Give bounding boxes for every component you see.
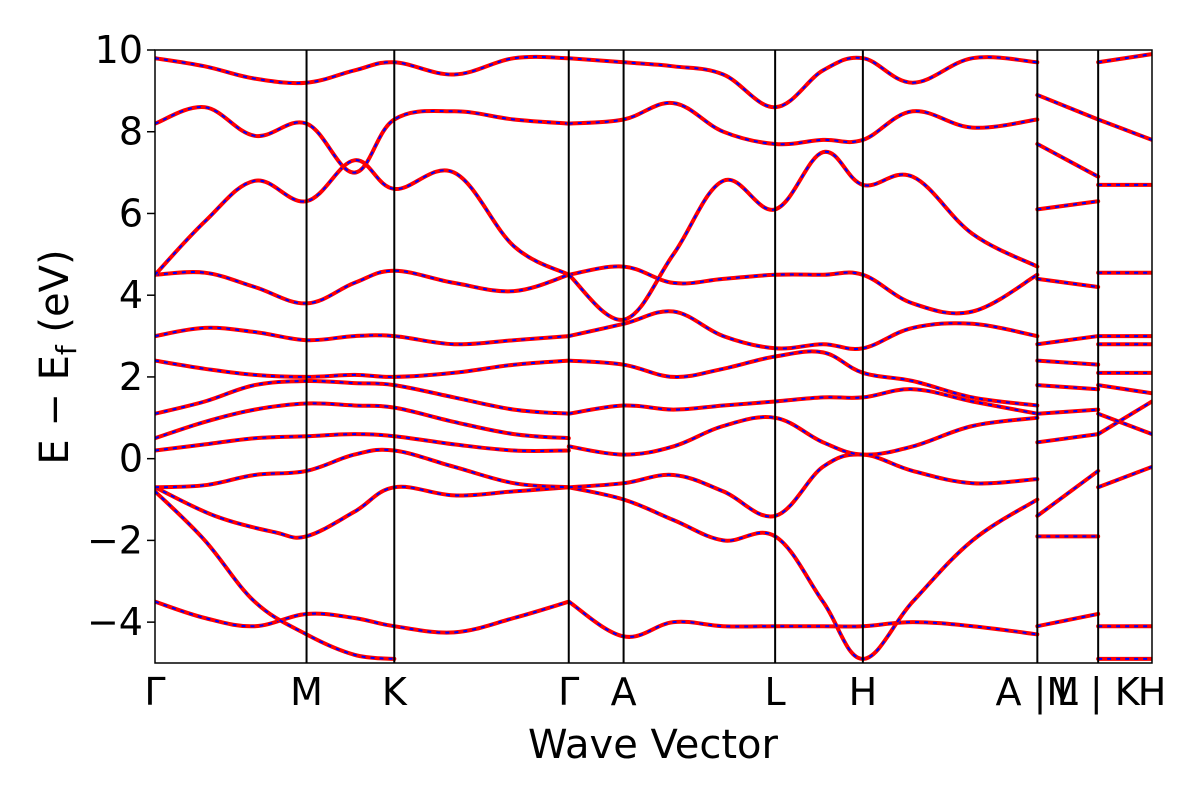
y-axis-label-main: E − E	[32, 355, 78, 465]
y-tick-label-6: 8	[119, 110, 143, 154]
band-line-5	[155, 401, 571, 441]
band-line-overlay-16	[568, 416, 1038, 456]
band-line-9	[155, 268, 571, 306]
y-ticks: −4 −2 0 2 4 6 8 10	[87, 28, 155, 644]
band-line-overlay-26	[1037, 612, 1099, 628]
band-line-overlay-31	[1037, 335, 1099, 346]
band-line-overlay-2	[155, 485, 569, 539]
band-line-1	[155, 489, 397, 661]
band-line-13	[566, 599, 1040, 639]
band-line-0	[155, 599, 571, 635]
band-line-overlay-27	[1037, 433, 1099, 444]
band-line-overlay-28	[1037, 408, 1099, 415]
y-axis-label-unit: (eV)	[32, 249, 78, 345]
band-line-overlay-18	[568, 350, 1038, 407]
band-line-overlay-6	[155, 379, 569, 415]
band-line-overlay-19	[568, 310, 1038, 350]
kpoint-lines	[305, 50, 1100, 663]
x-tick-label-5: L	[765, 670, 786, 714]
band-line-overlay-30	[1037, 359, 1099, 366]
band-line-overlay-33	[1037, 200, 1099, 211]
x-tick-label-0: Γ	[144, 670, 165, 714]
band-line-overlay-1	[155, 490, 395, 660]
band-line-4	[155, 432, 571, 453]
band-line-overlay-10	[155, 159, 570, 276]
band-line-overlay-24	[1036, 470, 1099, 517]
band-line-overlay-14	[568, 486, 1038, 660]
band-line-overlay-32	[1037, 277, 1099, 289]
band-line-overlay-8	[155, 326, 569, 346]
x-tick-label-2: K	[382, 670, 408, 714]
band-line-overlay-12	[155, 55, 569, 85]
band-line-overlay-9	[155, 269, 570, 305]
x-tick-label-9: H	[1138, 670, 1167, 714]
band-line-overlay-21	[568, 151, 1038, 321]
band-line-overlay-39	[1097, 400, 1152, 436]
y-tick-label-5: 6	[119, 191, 143, 235]
band-line-16	[566, 415, 1040, 457]
y-tick-label-4: 4	[119, 273, 143, 317]
band-line-2	[155, 484, 571, 540]
band-line-14	[566, 485, 1040, 661]
band-line-overlay-20	[568, 265, 1038, 315]
band-line-overlay-17	[568, 388, 1038, 415]
band-line-overlay-13	[568, 600, 1038, 638]
band-line-overlay-40	[1097, 412, 1152, 436]
band-line-22	[566, 101, 1040, 147]
band-line-overlay-23	[568, 56, 1038, 109]
band-line-overlay-7	[155, 359, 569, 378]
x-tick-label-6: H	[849, 670, 878, 714]
x-tick-label-1: M	[290, 670, 323, 714]
band-line-overlay-29	[1037, 384, 1099, 391]
plot-frame	[154, 49, 1153, 664]
band-line-overlay-41	[1098, 384, 1152, 395]
y-tick-label-3: 2	[119, 355, 143, 399]
band-line-overlay-48	[1098, 53, 1152, 64]
x-tick-label-8: L | K	[1057, 670, 1141, 715]
band-line-17	[566, 387, 1040, 416]
band-line-overlay-3	[155, 448, 569, 489]
band-line-overlay-22	[568, 102, 1038, 146]
band-line-overlay-36	[1097, 465, 1152, 489]
y-tick-label-7: 10	[95, 28, 143, 72]
band-line-overlay-35	[1036, 94, 1099, 121]
band-line-overlay-11	[155, 106, 569, 174]
band-line-overlay-34	[1036, 143, 1099, 178]
band-line-10	[155, 158, 571, 277]
y-tick-label-2: 0	[119, 437, 143, 481]
band-line-overlay-15	[568, 453, 1038, 518]
x-tick-label-3: Γ	[558, 670, 579, 714]
band-line-overlay-4	[155, 433, 569, 452]
y-tick-label-1: −2	[87, 518, 143, 562]
band-lines	[155, 52, 1152, 661]
band-line-overlay-0	[155, 600, 570, 634]
band-line-23	[566, 55, 1040, 110]
x-tick-label-7: A |M	[996, 670, 1080, 715]
y-axis-label-subscript: f	[50, 344, 83, 355]
y-axis-label: E − Ef (eV)	[32, 249, 83, 464]
band-line-19	[566, 309, 1040, 351]
x-axis-label: Wave Vector	[528, 722, 779, 768]
band-line-overlay-47	[1097, 118, 1152, 141]
x-tick-label-4: A	[611, 670, 637, 714]
y-tick-label-0: −4	[87, 600, 143, 644]
